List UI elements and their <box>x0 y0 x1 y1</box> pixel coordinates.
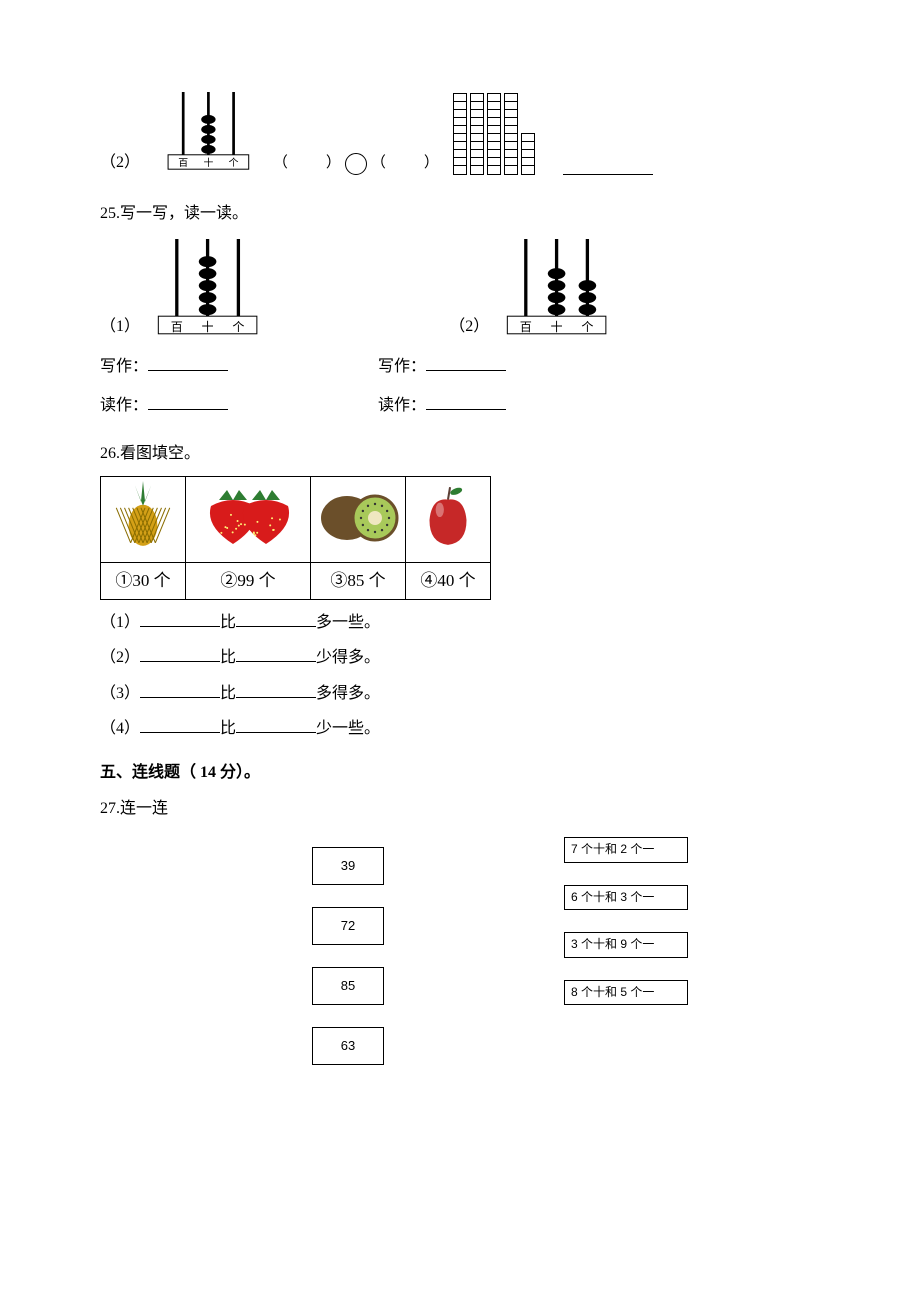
match-number-box[interactable]: 63 <box>312 1027 384 1065</box>
q24-number: （2） <box>100 150 140 176</box>
fruit-label-3: ③85 个 <box>311 562 406 599</box>
q25-read-blank-1[interactable] <box>148 393 228 410</box>
svg-text:个: 个 <box>582 320 594 334</box>
q26-line: （1） 比 多一些。 <box>100 610 820 636</box>
fruit-cell-pineapple <box>101 477 186 562</box>
svg-text:百: 百 <box>171 320 183 334</box>
q27-title: 27.连一连 <box>100 796 820 822</box>
q26-line-num: （2） <box>100 649 140 666</box>
match-number-box[interactable]: 72 <box>312 907 384 945</box>
svg-text:十: 十 <box>551 320 563 334</box>
q26-compare-word: 比 <box>220 614 236 631</box>
svg-text:百: 百 <box>520 320 532 334</box>
fruit-label-2: ②99 个 <box>186 562 311 599</box>
fruit-cell-strawberry <box>186 477 311 562</box>
q24-blocks <box>453 93 535 175</box>
match-desc-box[interactable]: 3 个十和 9 个一 <box>564 932 688 958</box>
svg-text:个: 个 <box>229 157 239 169</box>
q24-row: （2） 百 十 个 （ ） （ ） <box>100 90 820 175</box>
q25-read-label-1: 读作： <box>100 397 148 414</box>
match-desc-box[interactable]: 8 个十和 5 个一 <box>564 980 688 1006</box>
match-numbers-col: 39 72 85 63 <box>312 837 384 1065</box>
q25-item2-num: （2） <box>449 314 489 340</box>
q26-line-num: （4） <box>100 720 140 737</box>
q26-tail: 少一些。 <box>316 720 380 737</box>
q26-compare-word: 比 <box>220 649 236 666</box>
match-desc-box[interactable]: 7 个十和 2 个一 <box>564 837 688 863</box>
q26-blank-b[interactable] <box>236 645 316 662</box>
q26-tail: 多得多。 <box>316 685 380 702</box>
q26-compare-word: 比 <box>220 720 236 737</box>
match-desc-col: 7 个十和 2 个一 6 个十和 3 个一 3 个十和 9 个一 8 个十和 5 个一 <box>564 837 688 1065</box>
match-desc-box[interactable]: 6 个十和 3 个一 <box>564 885 688 911</box>
q26-blank-a[interactable] <box>140 681 220 698</box>
q24-close-paren-2: ） <box>424 151 439 175</box>
q26-line: （2） 比 少得多。 <box>100 645 820 671</box>
svg-text:十: 十 <box>202 320 214 334</box>
match-number-box[interactable]: 39 <box>312 847 384 885</box>
q25-write-label-2: 写作： <box>378 358 426 375</box>
fruit-label-row: ①30 个 ②99 个 ③85 个 ④40 个 <box>101 562 491 599</box>
q26-blank-a[interactable] <box>140 645 220 662</box>
svg-text:百: 百 <box>178 157 188 169</box>
q26-tail: 少得多。 <box>316 649 380 666</box>
q25-write-label-1: 写作： <box>100 358 148 375</box>
q26-blank-a[interactable] <box>140 716 220 733</box>
match-wrap: 39 72 85 63 7 个十和 2 个一 6 个十和 3 个一 3 个十和 9 个一 8… <box>100 837 820 1065</box>
q25-abacus-1: 百十个 <box>146 237 269 340</box>
q24-abacus: 百十个 <box>158 90 259 175</box>
q25-write-read: 写作： 读作： 写作： 读作： <box>100 354 820 419</box>
svg-text:个: 个 <box>232 320 244 334</box>
q24-answer-blank[interactable] <box>563 158 653 175</box>
q25-write-blank-2[interactable] <box>426 354 506 371</box>
q24-open-paren-2: （ <box>371 151 386 175</box>
q25-read-label-2: 读作： <box>378 397 426 414</box>
q24-open-paren-1: （ <box>273 151 288 175</box>
q26-compare-word: 比 <box>220 685 236 702</box>
q26-lines: （1）比多一些。（2）比少得多。（3）比多得多。（4）比少一些。 <box>100 610 820 742</box>
q26-blank-b[interactable] <box>236 716 316 733</box>
q24-close-paren-1: ） <box>326 151 341 175</box>
q26-blank-b[interactable] <box>236 610 316 627</box>
fruit-label-4: ④40 个 <box>406 562 491 599</box>
fruit-cell-kiwi <box>311 477 406 562</box>
q26-line: （3） 比 多得多。 <box>100 681 820 707</box>
q26-tail: 多一些。 <box>316 614 380 631</box>
q25-write-blank-1[interactable] <box>148 354 228 371</box>
fruit-table: ①30 个 ②99 个 ③85 个 ④40 个 <box>100 476 491 599</box>
q26-title: 26.看图填空。 <box>100 441 820 467</box>
q25-read-blank-2[interactable] <box>426 393 506 410</box>
q25-abacus-row: （1） 百 十 个 （2） 百 十 个 <box>100 237 820 340</box>
section5-title: 五、连线题（ 14 分）。 <box>100 760 820 786</box>
q26-line-num: （3） <box>100 685 140 702</box>
svg-text:十: 十 <box>203 156 213 169</box>
q26-blank-a[interactable] <box>140 610 220 627</box>
q25-item1-num: （1） <box>100 314 140 340</box>
fruit-image-row <box>101 477 491 562</box>
q26-blank-b[interactable] <box>236 681 316 698</box>
q25-title: 25.写一写，读一读。 <box>100 201 820 227</box>
match-number-box[interactable]: 85 <box>312 967 384 1005</box>
fruit-label-1: ①30 个 <box>101 562 186 599</box>
q25-abacus-2: 百十个 <box>495 237 618 340</box>
compare-circle[interactable] <box>345 153 367 175</box>
q26-line-num: （1） <box>100 614 140 631</box>
q26-line: （4） 比 少一些。 <box>100 716 820 742</box>
fruit-cell-apple <box>406 477 491 562</box>
